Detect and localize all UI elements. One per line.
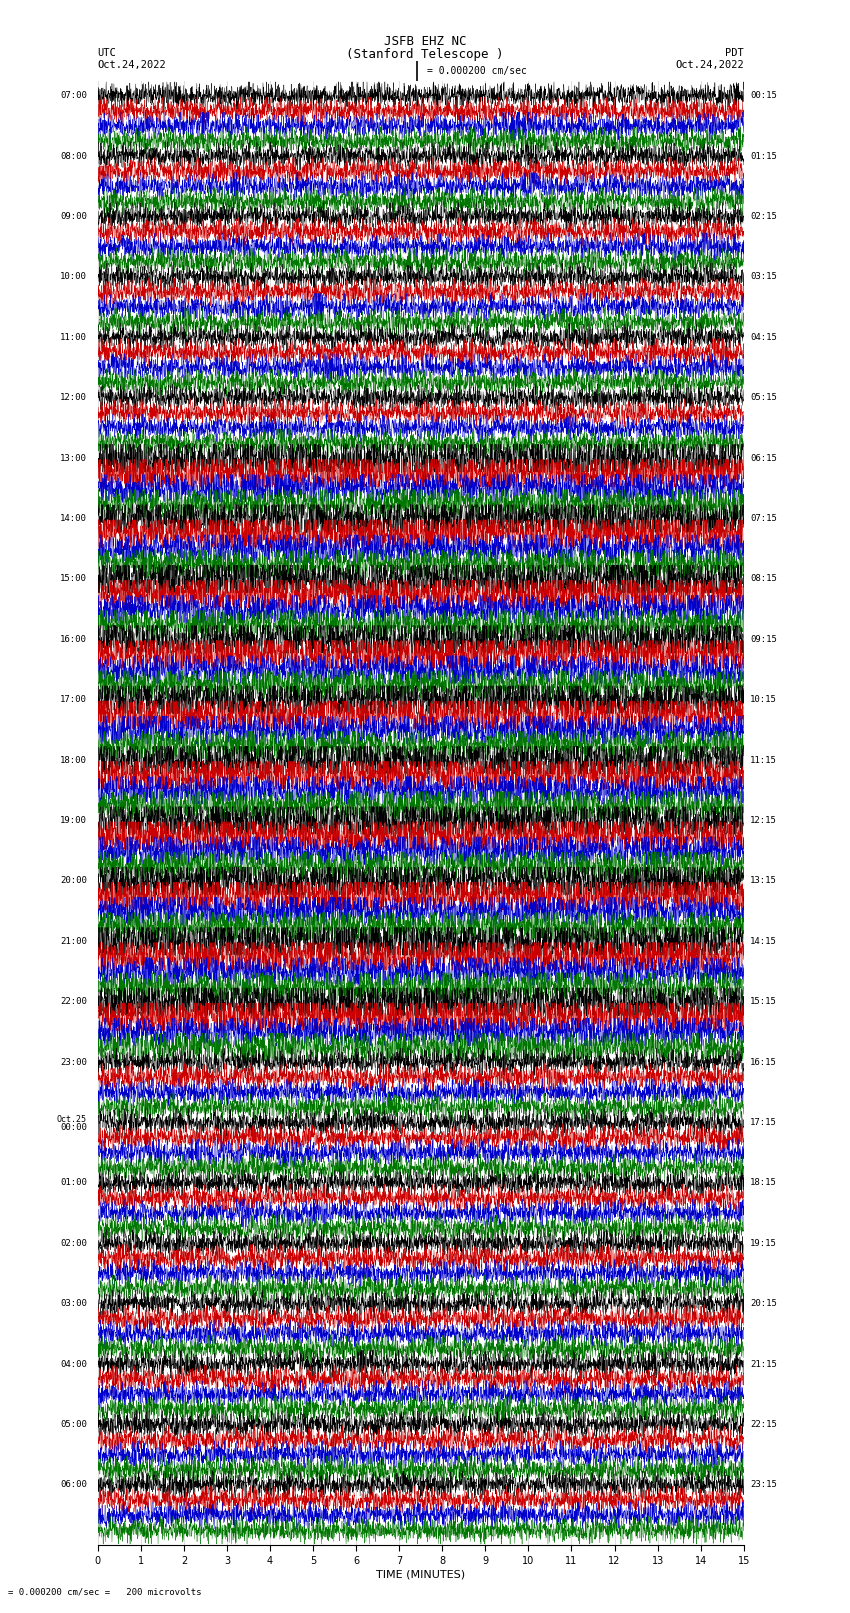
Text: Oct.24,2022: Oct.24,2022 bbox=[98, 60, 167, 69]
Text: 03:15: 03:15 bbox=[751, 273, 777, 281]
Text: 12:00: 12:00 bbox=[60, 394, 87, 402]
Text: 01:00: 01:00 bbox=[60, 1179, 87, 1187]
Text: 22:00: 22:00 bbox=[60, 997, 87, 1007]
Text: 04:15: 04:15 bbox=[751, 332, 777, 342]
Text: 05:15: 05:15 bbox=[751, 394, 777, 402]
Text: UTC: UTC bbox=[98, 48, 116, 58]
Text: 10:00: 10:00 bbox=[60, 273, 87, 281]
Text: = 0.000200 cm/sec: = 0.000200 cm/sec bbox=[427, 66, 527, 76]
Text: 23:00: 23:00 bbox=[60, 1058, 87, 1066]
Text: 20:00: 20:00 bbox=[60, 876, 87, 886]
Text: 07:15: 07:15 bbox=[751, 515, 777, 523]
Text: 09:15: 09:15 bbox=[751, 636, 777, 644]
Text: 18:15: 18:15 bbox=[751, 1179, 777, 1187]
Text: 01:15: 01:15 bbox=[751, 152, 777, 161]
Text: 15:00: 15:00 bbox=[60, 574, 87, 584]
Text: 04:00: 04:00 bbox=[60, 1360, 87, 1368]
Text: 02:15: 02:15 bbox=[751, 211, 777, 221]
Text: PDT: PDT bbox=[725, 48, 744, 58]
Text: 08:15: 08:15 bbox=[751, 574, 777, 584]
Text: 19:15: 19:15 bbox=[751, 1239, 777, 1248]
Text: 21:00: 21:00 bbox=[60, 937, 87, 945]
Text: 17:15: 17:15 bbox=[751, 1118, 777, 1127]
Text: 22:15: 22:15 bbox=[751, 1419, 777, 1429]
Text: 14:00: 14:00 bbox=[60, 515, 87, 523]
Text: 09:00: 09:00 bbox=[60, 211, 87, 221]
Text: 11:15: 11:15 bbox=[751, 755, 777, 765]
Text: 15:15: 15:15 bbox=[751, 997, 777, 1007]
Text: = 0.000200 cm/sec =   200 microvolts: = 0.000200 cm/sec = 200 microvolts bbox=[8, 1587, 202, 1597]
Text: 13:00: 13:00 bbox=[60, 453, 87, 463]
Text: Oct.24,2022: Oct.24,2022 bbox=[675, 60, 744, 69]
Text: 12:15: 12:15 bbox=[751, 816, 777, 824]
Text: 11:00: 11:00 bbox=[60, 332, 87, 342]
Text: 07:00: 07:00 bbox=[60, 92, 87, 100]
Text: 08:00: 08:00 bbox=[60, 152, 87, 161]
Text: 06:15: 06:15 bbox=[751, 453, 777, 463]
Text: 16:15: 16:15 bbox=[751, 1058, 777, 1066]
Text: 20:15: 20:15 bbox=[751, 1298, 777, 1308]
Text: Oct.25: Oct.25 bbox=[57, 1115, 87, 1124]
Text: 19:00: 19:00 bbox=[60, 816, 87, 824]
Text: 03:00: 03:00 bbox=[60, 1298, 87, 1308]
Text: 10:15: 10:15 bbox=[751, 695, 777, 705]
Text: 02:00: 02:00 bbox=[60, 1239, 87, 1248]
X-axis label: TIME (MINUTES): TIME (MINUTES) bbox=[377, 1569, 465, 1579]
Text: 23:15: 23:15 bbox=[751, 1481, 777, 1489]
Text: 18:00: 18:00 bbox=[60, 755, 87, 765]
Text: JSFB EHZ NC: JSFB EHZ NC bbox=[383, 35, 467, 48]
Text: 05:00: 05:00 bbox=[60, 1419, 87, 1429]
Text: 00:00: 00:00 bbox=[60, 1123, 87, 1131]
Text: 17:00: 17:00 bbox=[60, 695, 87, 705]
Text: 16:00: 16:00 bbox=[60, 636, 87, 644]
Text: 00:15: 00:15 bbox=[751, 92, 777, 100]
Text: 14:15: 14:15 bbox=[751, 937, 777, 945]
Text: 13:15: 13:15 bbox=[751, 876, 777, 886]
Text: (Stanford Telescope ): (Stanford Telescope ) bbox=[346, 48, 504, 61]
Text: 06:00: 06:00 bbox=[60, 1481, 87, 1489]
Text: 21:15: 21:15 bbox=[751, 1360, 777, 1368]
